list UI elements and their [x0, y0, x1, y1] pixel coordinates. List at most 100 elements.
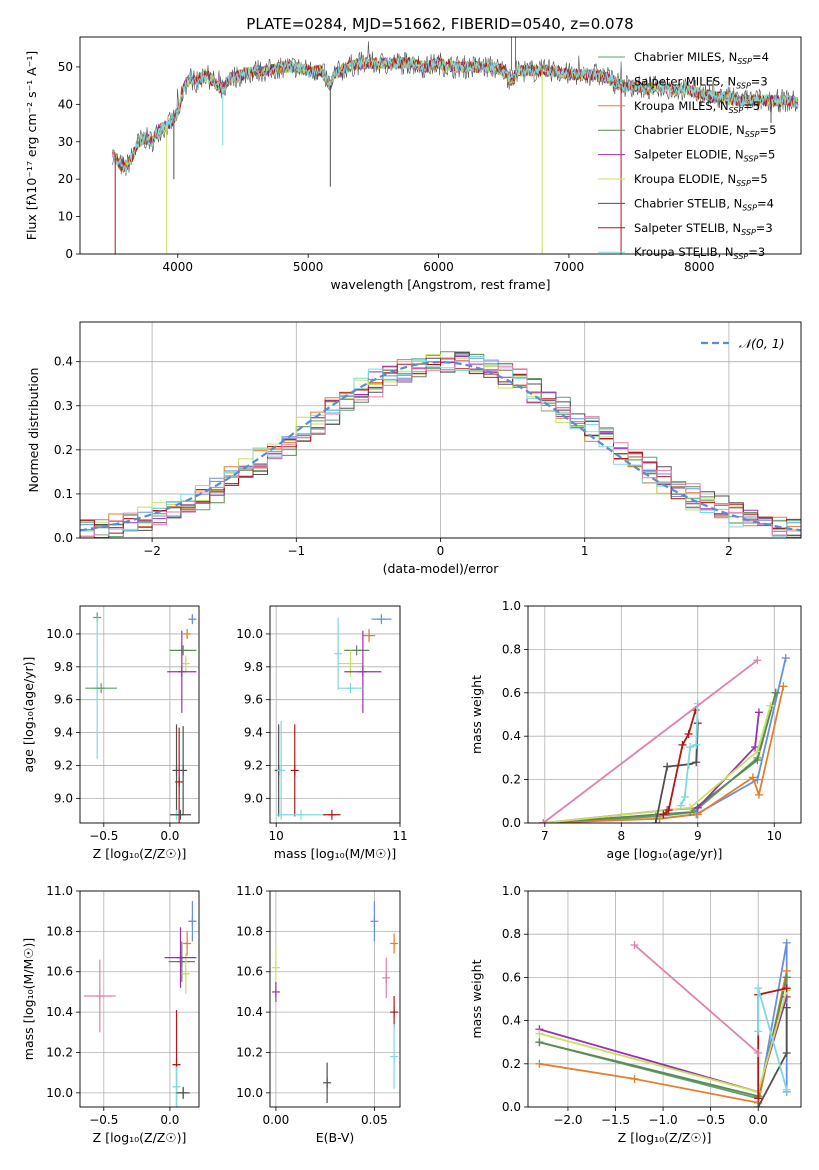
y-tick-label: 10.8	[236, 924, 263, 938]
legend-label: 𝒩(0, 1)	[739, 336, 785, 351]
series-line	[543, 712, 760, 823]
legend-label: Salpeter ELODIE, NSSP=5	[634, 148, 775, 164]
data-point	[323, 1062, 332, 1103]
x-tick-label: 10	[767, 829, 782, 843]
series-marker	[678, 740, 687, 749]
data-point	[277, 721, 286, 820]
y-tick-label: 50	[58, 60, 73, 74]
y-axis-label: mass weight	[469, 675, 484, 754]
panel-mass-vs-ebv: 0.00 0.05 10.0 10.2 10.4 10.6 10.8 11.0 E(B-V)	[236, 884, 401, 1145]
plot-area	[274, 614, 392, 820]
series-marker	[753, 656, 762, 665]
y-tick-label: 0.8	[502, 927, 521, 941]
series-marker	[754, 1094, 763, 1103]
data-point	[183, 931, 192, 956]
x-axis-label: age [log₁₀(age/yr)]	[607, 846, 723, 861]
series-marker	[686, 803, 695, 812]
y-tick-label: 10.4	[46, 1005, 73, 1019]
y-tick-label: 0.2	[502, 1057, 521, 1071]
series-line	[662, 709, 697, 815]
x-tick-label: −1.0	[649, 1113, 678, 1127]
legend-label: Chabrier ELODIE, NSSP=5	[634, 123, 776, 139]
spectrum-line	[112, 56, 799, 172]
plot-area	[80, 351, 801, 538]
y-tick-label: 9.6	[244, 693, 263, 707]
y-tick-label: 11.0	[46, 884, 73, 898]
y-tick-label: 0.0	[54, 531, 73, 545]
axes-frame	[527, 605, 802, 824]
axes-frame	[269, 890, 401, 1108]
data-point	[344, 630, 382, 713]
legend-label: Chabrier STELIB, NSSP=4	[634, 196, 774, 212]
data-point	[85, 683, 118, 694]
y-tick-label: 0.1	[54, 487, 73, 501]
y-tick-label: 0	[65, 247, 73, 261]
legend-label: Salpeter STELIB, NSSP=3	[634, 221, 773, 237]
series-marker	[684, 730, 693, 739]
y-tick-label: 10.0	[46, 1086, 73, 1100]
data-point	[181, 655, 190, 672]
data-point	[168, 941, 196, 982]
axes-frame	[79, 321, 802, 539]
y-tick-label: 10	[58, 210, 73, 224]
x-axis-label: wavelength [Angstrom, rest frame]	[330, 277, 550, 292]
series-marker	[630, 1074, 639, 1083]
series-marker	[651, 819, 660, 823]
x-axis-label: Z [log₁₀(Z/Z☉)]	[618, 1130, 712, 1145]
y-tick-label: 9.2	[244, 758, 263, 772]
data-point	[390, 933, 399, 954]
legend-label: Kroupa STELIB, NSSP=3	[634, 245, 765, 261]
data-point	[181, 953, 190, 994]
series-marker	[535, 1029, 544, 1038]
x-tick-label: 4000	[163, 260, 194, 274]
series-marker	[754, 1027, 763, 1036]
data-point	[390, 995, 399, 1029]
y-tick-label: 1.0	[502, 884, 521, 898]
panel-residuals: −2 −1 0 1 2 0.0 0.1 0.2 0.3 0.4 (data-model)/error…	[26, 321, 802, 576]
y-tick-label: 9.0	[54, 791, 73, 805]
data-point	[164, 927, 197, 988]
spectrum-line	[112, 56, 799, 172]
x-tick-label: −2	[143, 544, 161, 558]
x-tick-label: 9	[694, 829, 702, 843]
axes-frame	[79, 36, 802, 255]
data-point	[338, 650, 363, 677]
y-tick-label: 10.6	[46, 965, 73, 979]
panel-mass-vs-z: −0.5 0.0 10.0 10.2 10.4 10.6 10.8 11.0 Z [log₁₀(…	[21, 884, 200, 1145]
series-marker	[630, 941, 639, 949]
x-axis-label: (data-model)/error	[383, 561, 500, 576]
series-line	[633, 944, 759, 1054]
y-tick-label: 9.4	[54, 726, 73, 740]
series-marker	[782, 938, 791, 947]
plot-area	[535, 938, 791, 1107]
x-tick-label: 0.0	[749, 1113, 768, 1127]
y-tick-label: 9.8	[54, 660, 73, 674]
data-point	[175, 727, 184, 823]
legend-label: Kroupa ELODIE, NSSP=5	[634, 172, 768, 188]
y-tick-label: 9.6	[54, 693, 73, 707]
data-point	[390, 1024, 399, 1089]
data-point	[271, 947, 280, 988]
series-marker	[539, 819, 548, 823]
data-point	[382, 957, 391, 998]
panel-spectrum: 4000 5000 6000 7000 8000 0 10 20 30 40 50 wavelengt…	[24, 36, 802, 292]
y-tick-label: 0.4	[502, 729, 521, 743]
data-point	[83, 959, 116, 1033]
x-tick-label: 10	[269, 829, 284, 843]
y-tick-label: 9.8	[244, 660, 263, 674]
y-tick-label: 0.8	[502, 642, 521, 656]
series-marker	[782, 1003, 791, 1012]
x-tick-label: 7000	[554, 260, 585, 274]
data-point	[172, 1066, 181, 1107]
series-marker	[693, 803, 702, 812]
series-line	[543, 705, 772, 823]
x-tick-label: −0.5	[89, 1113, 118, 1127]
data-point	[290, 724, 299, 817]
x-tick-label: 0.0	[160, 829, 179, 843]
y-tick-label: 0.2	[54, 443, 73, 457]
x-axis-label: Z [log₁₀(Z/Z☉)]	[93, 1130, 187, 1145]
y-tick-label: 10.2	[236, 1045, 263, 1059]
data-point	[362, 629, 376, 643]
series-marker	[664, 805, 673, 814]
